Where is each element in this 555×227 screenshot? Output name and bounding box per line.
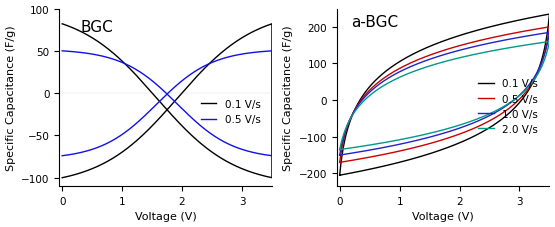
Y-axis label: Specific Capacitance (F/g): Specific Capacitance (F/g)	[6, 25, 16, 170]
2.0 V/s	[478, 52, 485, 55]
0.5 V/s	[200, 66, 207, 68]
2.0 V/s	[336, 148, 343, 151]
2.0 V/s	[527, 84, 533, 87]
0.1 V/s	[546, 14, 553, 16]
0.5 V/s	[130, 125, 137, 128]
1.0 V/s	[392, 73, 398, 76]
Line: 0.5 V/s: 0.5 V/s	[62, 52, 272, 156]
1.0 V/s	[336, 154, 343, 157]
0.5 V/s	[518, 31, 525, 34]
2.0 V/s	[518, 45, 525, 48]
Legend: 0.1 V/s, 0.5 V/s, 1.0 V/s, 2.0 V/s: 0.1 V/s, 0.5 V/s, 1.0 V/s, 2.0 V/s	[476, 77, 540, 136]
0.1 V/s	[59, 177, 65, 179]
0.1 V/s	[249, 171, 256, 174]
1.0 V/s	[478, 44, 485, 47]
Line: 0.1 V/s: 0.1 V/s	[62, 25, 272, 178]
0.5 V/s	[269, 50, 275, 53]
0.1 V/s	[535, 69, 542, 72]
2.0 V/s	[336, 148, 343, 151]
0.5 V/s	[241, 53, 248, 56]
0.5 V/s	[249, 151, 256, 154]
1.0 V/s	[407, 66, 414, 69]
1.0 V/s	[527, 83, 533, 86]
0.5 V/s	[114, 136, 121, 139]
0.5 V/s	[407, 62, 414, 65]
0.1 V/s	[527, 87, 533, 90]
X-axis label: Voltage (V): Voltage (V)	[135, 212, 196, 222]
0.5 V/s	[478, 39, 485, 42]
Legend: 0.1 V/s, 0.5 V/s: 0.1 V/s, 0.5 V/s	[199, 97, 263, 127]
0.1 V/s	[114, 154, 121, 157]
2.0 V/s	[546, 41, 553, 44]
2.0 V/s	[535, 72, 542, 75]
2.0 V/s	[392, 79, 398, 81]
0.1 V/s	[478, 29, 485, 31]
1.0 V/s	[546, 32, 553, 35]
Line: 2.0 V/s: 2.0 V/s	[340, 42, 549, 150]
0.5 V/s	[258, 153, 264, 156]
0.5 V/s	[59, 155, 65, 157]
0.5 V/s	[527, 86, 533, 89]
Line: 0.5 V/s: 0.5 V/s	[340, 28, 549, 163]
0.1 V/s	[241, 36, 248, 39]
Y-axis label: Specific Capacitance (F/g): Specific Capacitance (F/g)	[283, 25, 293, 170]
0.1 V/s	[336, 174, 343, 177]
0.1 V/s	[407, 55, 414, 57]
0.1 V/s	[336, 174, 343, 177]
0.1 V/s	[200, 69, 207, 71]
0.5 V/s	[546, 26, 553, 29]
0.1 V/s	[392, 64, 398, 66]
0.5 V/s	[336, 161, 343, 164]
1.0 V/s	[535, 69, 542, 72]
0.5 V/s	[59, 50, 65, 53]
0.5 V/s	[336, 161, 343, 164]
Text: a-BGC: a-BGC	[352, 15, 398, 30]
0.1 V/s	[130, 143, 137, 146]
0.1 V/s	[518, 19, 525, 22]
2.0 V/s	[407, 72, 414, 75]
0.1 V/s	[269, 23, 275, 26]
Line: 0.1 V/s: 0.1 V/s	[340, 15, 549, 175]
0.1 V/s	[258, 174, 264, 177]
1.0 V/s	[518, 36, 525, 39]
1.0 V/s	[336, 154, 343, 157]
0.5 V/s	[392, 70, 398, 73]
Text: BGC: BGC	[80, 20, 113, 35]
0.1 V/s	[59, 23, 65, 26]
Line: 1.0 V/s: 1.0 V/s	[340, 33, 549, 155]
0.5 V/s	[535, 70, 542, 73]
X-axis label: Voltage (V): Voltage (V)	[412, 212, 474, 222]
